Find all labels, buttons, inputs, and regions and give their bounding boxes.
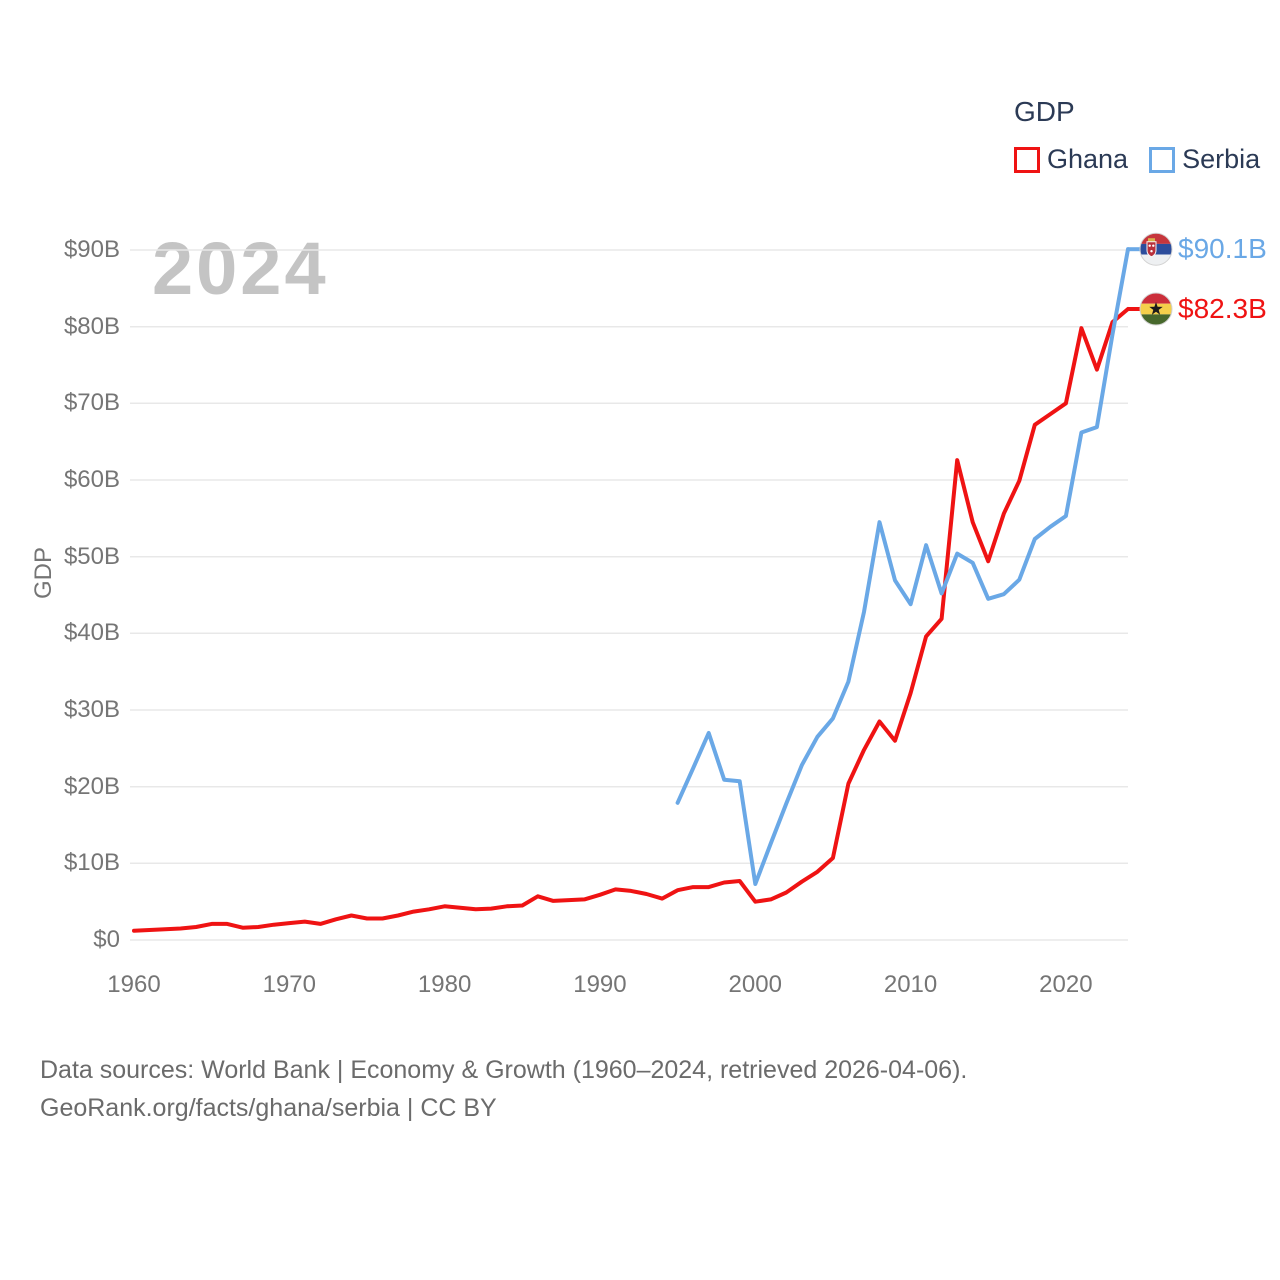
end-value-label-ghana: $82.3B bbox=[1178, 293, 1267, 325]
data-sources-footer: Data sources: World Bank | Economy & Gro… bbox=[40, 1051, 967, 1127]
year-watermark: 2024 bbox=[152, 227, 329, 310]
ghana-swatch-icon bbox=[1014, 146, 1040, 173]
end-value-label-serbia: $90.1B bbox=[1178, 233, 1267, 265]
legend-label-ghana: Ghana bbox=[1047, 144, 1129, 174]
footer-sources-line: Data sources: World Bank | Economy & Gro… bbox=[40, 1056, 968, 1084]
ghana-flag-icon bbox=[1139, 292, 1173, 326]
serbia-flag-icon bbox=[1139, 232, 1173, 266]
chart-legend: GDP Ghana Serbia bbox=[1014, 96, 1260, 175]
y-axis-title: GDP bbox=[30, 546, 57, 600]
footer-attribution-line: GeoRank.org/facts/ghana/serbia | CC BY bbox=[40, 1094, 497, 1122]
ghana-line-series bbox=[132, 307, 1130, 933]
legend-item-serbia[interactable]: Serbia bbox=[1149, 144, 1260, 175]
serbia-line-series bbox=[675, 247, 1130, 886]
legend-label-serbia: Serbia bbox=[1182, 144, 1261, 174]
legend-item-ghana[interactable]: Ghana bbox=[1014, 144, 1128, 175]
serbia-swatch-icon bbox=[1149, 146, 1176, 173]
legend-title: GDP bbox=[1014, 96, 1075, 127]
